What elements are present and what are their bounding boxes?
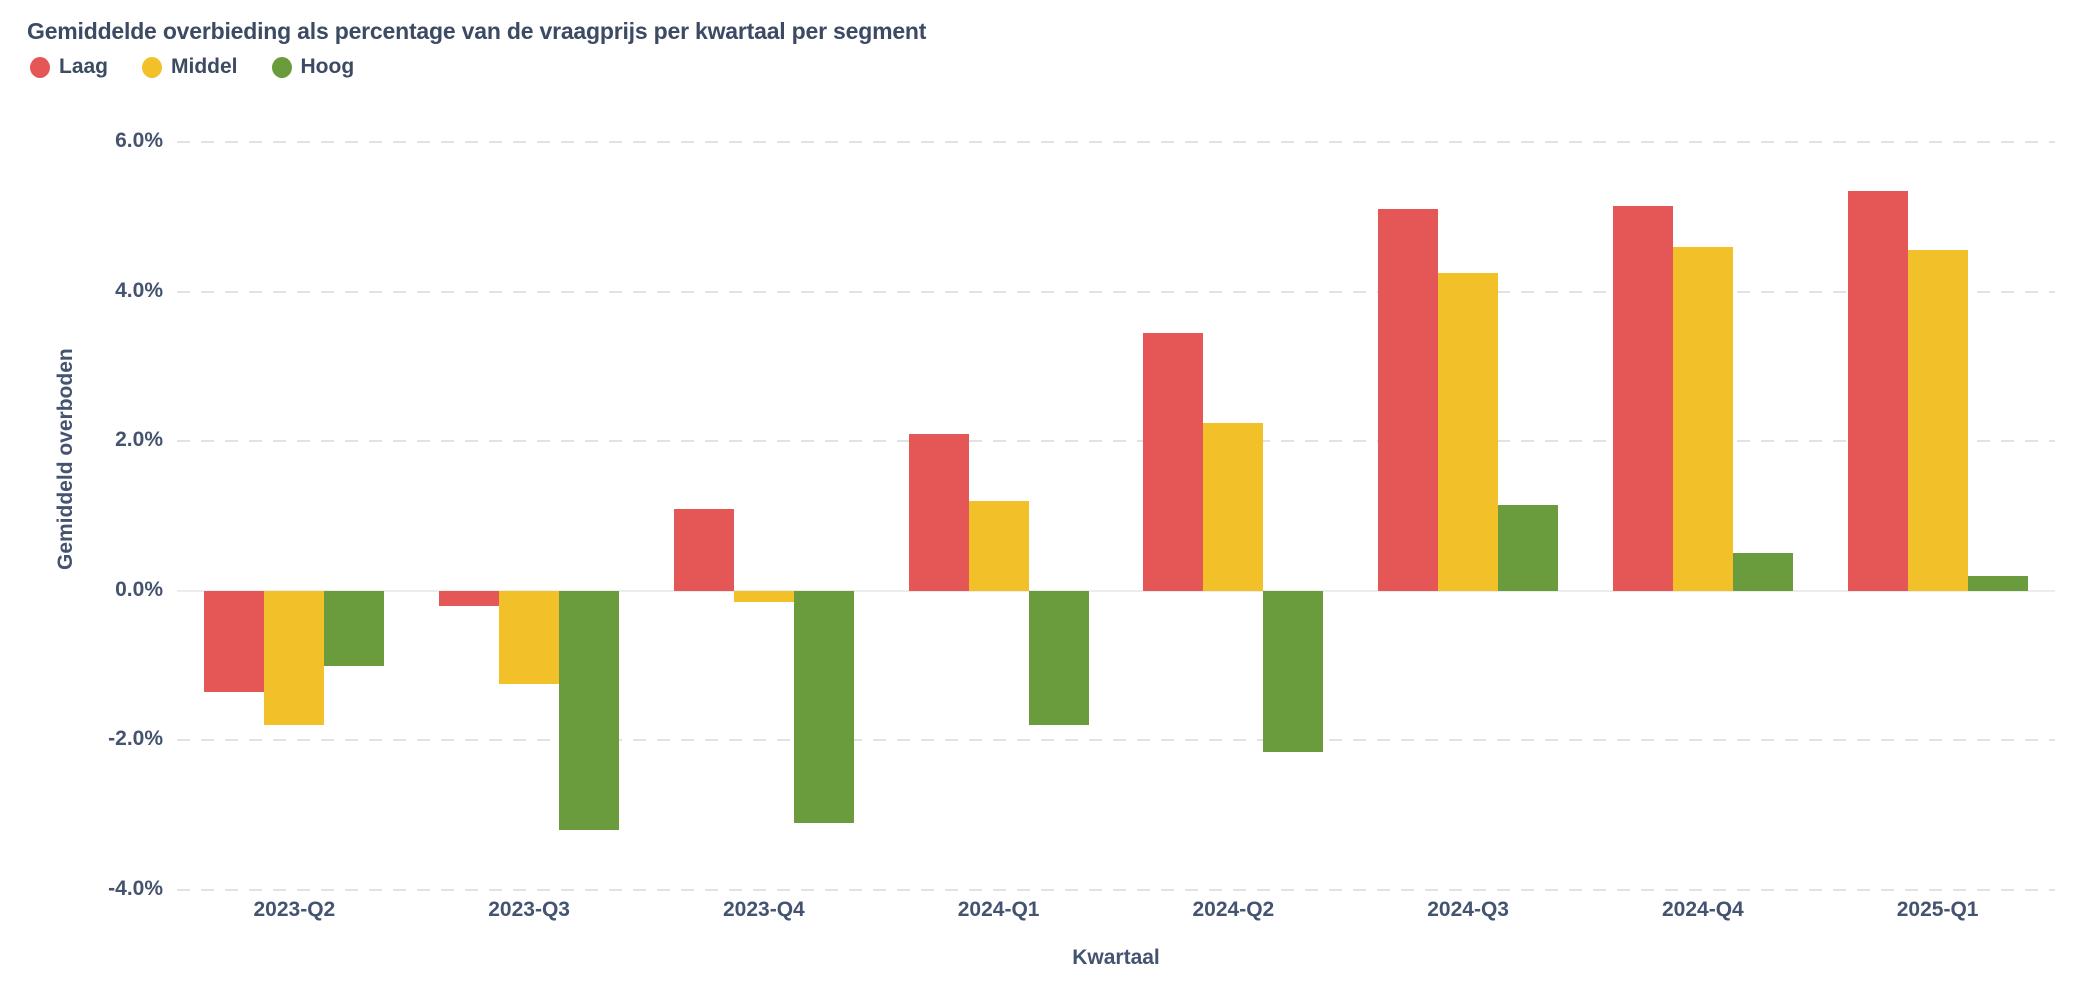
legend-dot-icon: [30, 56, 50, 78]
legend-dot-icon: [142, 56, 163, 78]
bar-hoog-2024-Q1[interactable]: [1028, 590, 1089, 726]
legend-item-hoog[interactable]: Hoog: [271, 55, 355, 79]
bar-laag-2023-Q4[interactable]: [673, 508, 734, 591]
legend-label: Laag: [59, 55, 109, 78]
x-tick-label-2024-Q4: 2024-Q4: [1662, 898, 1744, 921]
bar-laag-2024-Q1[interactable]: [908, 433, 969, 591]
y-tick-label: 0.0%: [115, 577, 163, 601]
legend: Laag Middel Hoog: [30, 55, 354, 79]
legend-label: Hoog: [300, 55, 355, 78]
bar-hoog-2024-Q3[interactable]: [1498, 504, 1559, 591]
y-tick-label: -4.0%: [108, 877, 163, 900]
bar-laag-2024-Q3[interactable]: [1378, 209, 1439, 591]
bar-middel-2024-Q4[interactable]: [1672, 246, 1733, 591]
bar-hoog-2024-Q4[interactable]: [1732, 553, 1793, 591]
x-tick-label-2024-Q1: 2024-Q1: [957, 898, 1040, 921]
legend-item-laag[interactable]: Laag: [30, 55, 108, 79]
bar-middel-2025-Q1[interactable]: [1907, 250, 1968, 591]
bar-middel-2023-Q3[interactable]: [499, 590, 560, 685]
x-tick-label-2023-Q4: 2023-Q4: [723, 898, 805, 921]
bar-middel-2024-Q3[interactable]: [1438, 272, 1499, 591]
plot-area: [177, 141, 2055, 891]
bar-laag-2023-Q2[interactable]: [204, 590, 265, 692]
legend-dot-icon: [271, 56, 292, 78]
chart-title: Gemiddelde overbieding als percentage va…: [27, 18, 927, 44]
y-tick-label: 2.0%: [115, 428, 163, 452]
gridline: [177, 739, 2055, 742]
gridline: [177, 889, 2055, 891]
bar-hoog-2023-Q3[interactable]: [559, 590, 620, 831]
legend-item-middel[interactable]: Middel: [142, 55, 238, 79]
x-tick-label-2023-Q3: 2023-Q3: [488, 898, 570, 921]
bar-laag-2025-Q1[interactable]: [1847, 190, 1908, 591]
zero-gridline: [177, 589, 2055, 592]
bar-middel-2024-Q1[interactable]: [968, 501, 1029, 591]
bar-hoog-2023-Q2[interactable]: [324, 590, 385, 666]
legend-label: Middel: [171, 55, 238, 78]
x-tick-label-2024-Q3: 2024-Q3: [1427, 898, 1509, 921]
bar-middel-2024-Q2[interactable]: [1203, 422, 1264, 591]
bar-laag-2024-Q2[interactable]: [1143, 332, 1204, 591]
bar-hoog-2025-Q1[interactable]: [1967, 575, 2028, 591]
bar-middel-2023-Q4[interactable]: [733, 590, 794, 603]
y-tick-label: -2.0%: [108, 727, 163, 751]
gridline: [177, 141, 2055, 143]
gridline: [177, 290, 2055, 293]
y-tick-label: 6.0%: [115, 129, 163, 152]
bar-middel-2023-Q2[interactable]: [264, 590, 325, 726]
x-axis-title: Kwartaal: [1072, 946, 1160, 969]
bar-hoog-2023-Q4[interactable]: [793, 590, 854, 823]
x-tick-label-2024-Q2: 2024-Q2: [1192, 898, 1275, 921]
gridline: [177, 440, 2055, 443]
bar-laag-2024-Q4[interactable]: [1612, 205, 1673, 591]
y-tick-label: 4.0%: [115, 278, 163, 302]
x-tick-label-2025-Q1: 2025-Q1: [1896, 898, 1979, 921]
bar-hoog-2024-Q2[interactable]: [1263, 590, 1324, 752]
bar-laag-2023-Q3[interactable]: [439, 590, 500, 606]
y-axis-title: Gemiddeld overboden: [54, 348, 77, 570]
x-tick-label-2023-Q2: 2023-Q2: [253, 898, 336, 921]
